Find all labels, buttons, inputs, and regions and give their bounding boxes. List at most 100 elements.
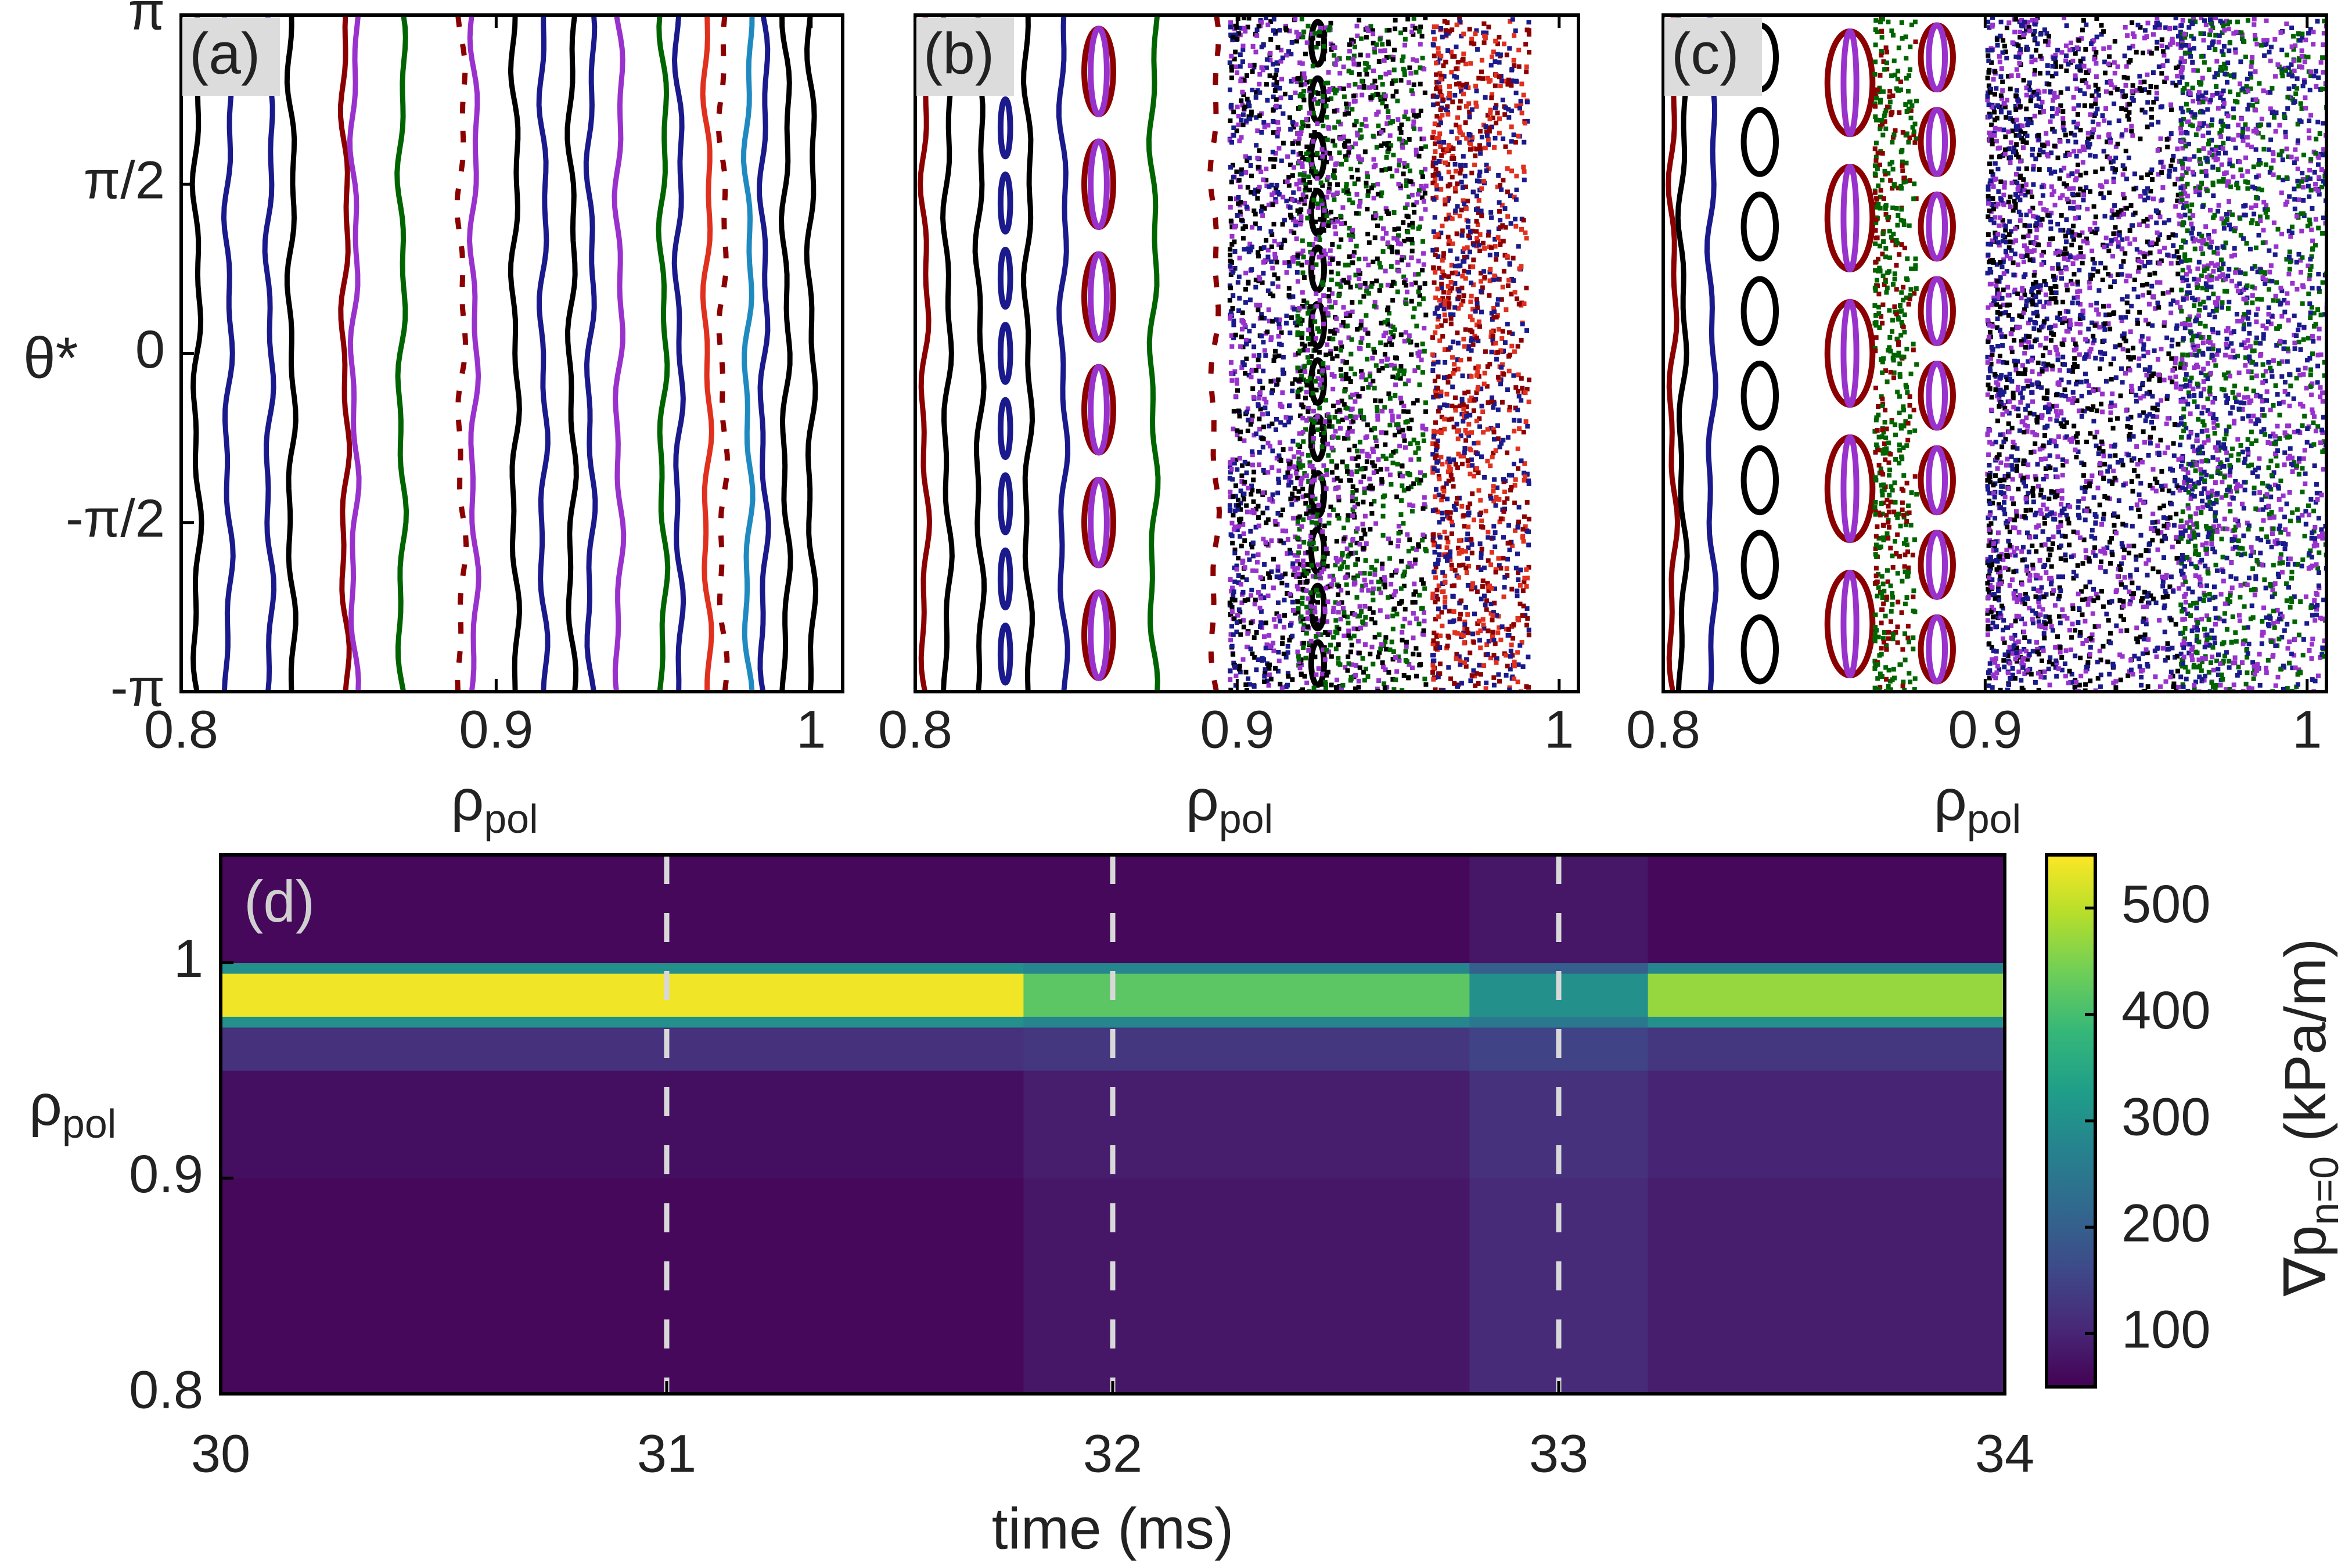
poincare-point	[1238, 209, 1243, 214]
poincare-point	[1346, 102, 1351, 107]
poincare-point	[1387, 133, 1393, 138]
poincare-point	[1414, 148, 1419, 153]
poincare-point	[1466, 422, 1472, 427]
poincare-point	[1275, 284, 1281, 289]
poincare-point	[2175, 260, 2181, 265]
poincare-point	[1228, 33, 1233, 38]
poincare-point	[1372, 235, 1378, 240]
poincare-point	[1914, 98, 1919, 103]
poincare-point	[1328, 630, 1333, 635]
poincare-point	[1234, 620, 1239, 625]
poincare-point	[1328, 642, 1333, 648]
poincare-point	[1340, 320, 1346, 325]
poincare-point	[1228, 87, 1232, 92]
poincare-point	[1254, 667, 1259, 672]
poincare-point	[1486, 558, 1491, 563]
poincare-point	[1475, 305, 1480, 310]
poincare-point	[1986, 515, 1991, 520]
poincare-point	[1476, 470, 1481, 475]
poincare-point	[1896, 599, 1901, 605]
poincare-point	[1478, 645, 1483, 650]
poincare-point	[1883, 45, 1889, 51]
poincare-point	[1430, 595, 1436, 600]
poincare-point	[1463, 605, 1468, 610]
poincare-point	[1380, 479, 1384, 484]
poincare-point	[1469, 542, 1475, 547]
poincare-point	[1347, 275, 1352, 280]
poincare-point	[1390, 119, 1395, 124]
poincare-point	[1345, 668, 1350, 673]
poincare-point	[1476, 210, 1481, 215]
poincare-point	[1315, 232, 1321, 237]
poincare-point	[1524, 528, 1530, 534]
poincare-point	[1393, 17, 1398, 23]
poincare-point	[1250, 462, 1255, 467]
poincare-point	[1886, 440, 1891, 445]
poincare-point	[1362, 280, 1368, 286]
poincare-point	[1344, 182, 1349, 187]
poincare-point	[1526, 32, 1531, 37]
poincare-point	[1898, 333, 1904, 338]
poincare-point	[1256, 488, 1261, 494]
poincare-point	[1908, 523, 1914, 528]
poincare-point	[1441, 255, 1446, 260]
poincare-point	[1420, 581, 1426, 586]
poincare-point	[1875, 235, 1880, 240]
poincare-point	[1413, 450, 1418, 455]
poincare-point	[1360, 588, 1365, 593]
poincare-point	[1910, 552, 1915, 558]
poincare-point	[1301, 645, 1306, 650]
poincare-point	[1404, 301, 1409, 307]
poincare-point	[1447, 417, 1452, 422]
poincare-point	[1912, 676, 1918, 681]
poincare-point	[1281, 507, 1285, 512]
poincare-point	[1369, 281, 1375, 286]
poincare-point	[1267, 575, 1272, 580]
poincare-point	[1351, 634, 1357, 639]
poincare-point	[1257, 148, 1262, 153]
poincare-point	[1301, 254, 1306, 260]
poincare-point	[1261, 467, 1266, 473]
poincare-point	[1232, 547, 1238, 552]
poincare-point	[1332, 143, 1337, 148]
poincare-point	[1274, 103, 1279, 109]
poincare-point	[1991, 220, 1997, 225]
poincare-point	[1335, 328, 1340, 333]
poincare-point	[1308, 638, 1314, 643]
poincare-point	[1345, 189, 1350, 194]
island	[1926, 22, 1948, 93]
poincare-point	[1344, 185, 1349, 190]
poincare-point	[1363, 615, 1368, 620]
poincare-point	[1903, 419, 1908, 424]
poincare-point	[1231, 513, 1236, 518]
poincare-point	[1453, 408, 1458, 413]
poincare-point	[1336, 610, 1341, 615]
poincare-point	[1478, 498, 1483, 503]
poincare-point	[1516, 505, 1522, 510]
island-chain	[1840, 28, 1860, 679]
poincare-point	[1345, 432, 1350, 437]
poincare-point	[1411, 592, 1416, 597]
poincare-point	[1495, 436, 1501, 441]
poincare-point	[1506, 283, 1511, 288]
poincare-point	[1883, 279, 1888, 284]
poincare-point	[1873, 241, 1878, 246]
poincare-point	[1474, 146, 1479, 152]
poincare-point	[1371, 157, 1376, 162]
poincare-point	[2131, 286, 2137, 292]
poincare-point	[1419, 34, 1425, 39]
poincare-point	[1879, 35, 1885, 40]
poincare-point	[1342, 610, 1347, 615]
poincare-point	[1409, 509, 1415, 514]
poincare-point	[1317, 350, 1322, 355]
poincare-point	[1493, 59, 1498, 64]
poincare-point	[1268, 19, 1274, 24]
poincare-point	[1306, 610, 1310, 615]
poincare-point	[1229, 242, 1235, 247]
poincare-point	[1302, 471, 1307, 476]
poincare-point	[1271, 293, 1276, 299]
poincare-point	[1445, 540, 1451, 545]
poincare-point	[1880, 359, 1885, 365]
poincare-point	[1891, 282, 1896, 287]
poincare-point	[1449, 49, 1454, 55]
